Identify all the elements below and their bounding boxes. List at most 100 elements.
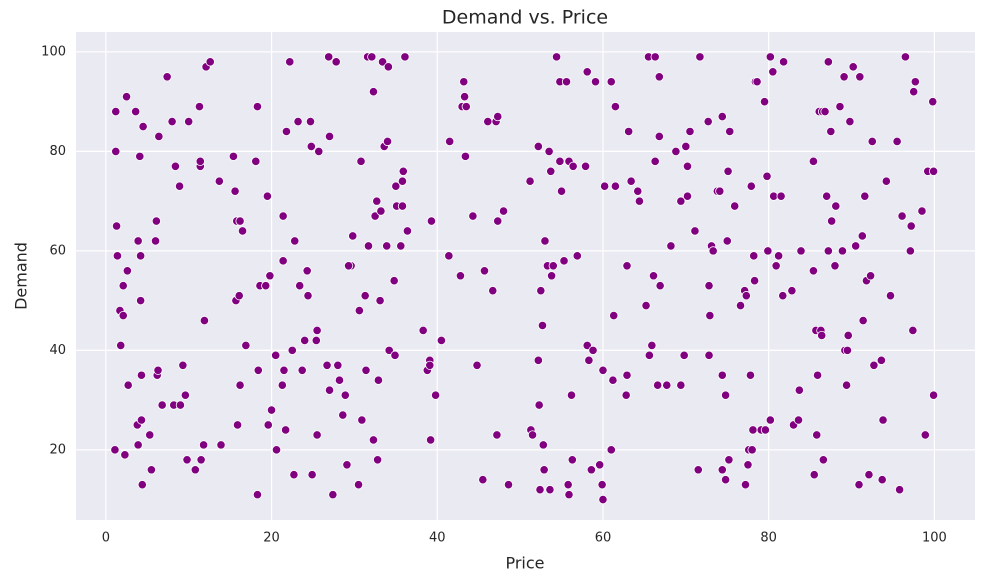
- point: [430, 390, 441, 400]
- point: [730, 201, 740, 211]
- point: [116, 340, 126, 350]
- point: [881, 176, 891, 186]
- point: [685, 126, 695, 137]
- point: [892, 136, 902, 147]
- point: [271, 350, 281, 360]
- point: [390, 350, 400, 360]
- point: [595, 460, 605, 470]
- point: [182, 455, 192, 465]
- point: [812, 370, 823, 380]
- point: [905, 246, 915, 256]
- point: [722, 236, 732, 246]
- point: [854, 480, 864, 490]
- point: [493, 216, 503, 226]
- point: [281, 425, 291, 435]
- point: [717, 465, 727, 475]
- point: [175, 400, 185, 410]
- point: [118, 281, 128, 291]
- point: [535, 485, 545, 495]
- x-tick-label: 80: [760, 531, 777, 546]
- point: [556, 186, 567, 196]
- point: [445, 136, 455, 147]
- point: [823, 57, 833, 67]
- point: [600, 181, 610, 191]
- point: [584, 355, 594, 365]
- point: [121, 92, 132, 102]
- point: [748, 425, 758, 435]
- point: [305, 116, 316, 127]
- point: [372, 455, 383, 465]
- point: [131, 106, 141, 117]
- point: [334, 375, 345, 385]
- point: [461, 102, 471, 112]
- point: [136, 296, 146, 306]
- point: [384, 345, 394, 355]
- point: [760, 425, 770, 435]
- point: [735, 300, 746, 311]
- point: [626, 176, 636, 186]
- point: [857, 231, 867, 241]
- point: [170, 161, 181, 171]
- point: [391, 181, 401, 191]
- point: [906, 221, 916, 231]
- point: [306, 141, 316, 152]
- point: [356, 156, 366, 166]
- point: [794, 385, 804, 395]
- x-tick-label: 0: [102, 531, 110, 546]
- point: [263, 420, 273, 430]
- point: [590, 77, 601, 87]
- point: [676, 380, 686, 390]
- point: [765, 415, 775, 425]
- point: [331, 57, 341, 67]
- point: [324, 52, 334, 62]
- point: [740, 480, 751, 490]
- point: [598, 365, 608, 375]
- point: [597, 480, 607, 490]
- point: [311, 335, 321, 346]
- point: [650, 156, 660, 166]
- point: [910, 77, 920, 87]
- point: [704, 281, 714, 291]
- point: [492, 430, 502, 440]
- point: [436, 335, 446, 346]
- point: [266, 405, 277, 415]
- point: [472, 360, 482, 370]
- point: [368, 87, 379, 97]
- point: [823, 246, 833, 256]
- point: [354, 305, 364, 316]
- point: [426, 216, 437, 226]
- point: [682, 191, 693, 201]
- point: [676, 196, 686, 206]
- point: [778, 57, 789, 67]
- point: [817, 330, 827, 341]
- point: [715, 186, 725, 196]
- point: [479, 266, 490, 276]
- point: [503, 480, 514, 490]
- point: [199, 315, 210, 326]
- point: [567, 455, 577, 465]
- point: [154, 131, 164, 142]
- point: [747, 445, 757, 455]
- x-axis-label: Price: [505, 554, 544, 573]
- point: [153, 365, 163, 375]
- point: [297, 365, 307, 375]
- point: [488, 286, 498, 296]
- y-tick-label: 40: [49, 343, 66, 358]
- point: [774, 251, 784, 261]
- y-tick-label: 80: [49, 144, 66, 159]
- point: [178, 360, 188, 370]
- point: [624, 126, 634, 137]
- point: [858, 315, 868, 326]
- point: [418, 325, 428, 336]
- point: [459, 92, 470, 102]
- point: [725, 126, 735, 137]
- point: [279, 365, 289, 375]
- point: [120, 450, 130, 460]
- point: [606, 445, 616, 455]
- point: [123, 380, 133, 390]
- point: [545, 485, 555, 495]
- point: [194, 102, 205, 112]
- point: [548, 261, 558, 271]
- point: [622, 370, 632, 380]
- point: [752, 77, 762, 87]
